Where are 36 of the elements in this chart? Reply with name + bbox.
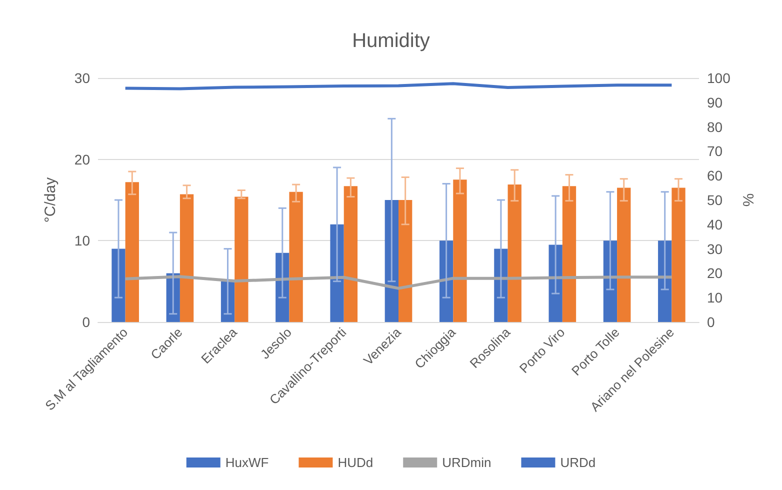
bar [453, 180, 467, 322]
y-tick-label: 10 [74, 232, 90, 249]
y2-tick-label: 20 [707, 265, 723, 282]
bar [344, 186, 358, 322]
y2-tick-label: 100 [707, 70, 731, 86]
y2-axis-title: % [740, 193, 758, 207]
y-tick-label: 30 [74, 70, 90, 86]
y2-tick-label: 30 [707, 240, 723, 257]
bar [398, 200, 412, 322]
legend-label: URDmin [442, 455, 492, 470]
y2-tick-label: 80 [707, 118, 723, 135]
line-series [124, 275, 674, 290]
y2-tick-label: 90 [707, 94, 723, 110]
y2-tick-label: 60 [707, 168, 723, 184]
bar [125, 182, 139, 322]
y-tick-label: 0 [82, 314, 90, 330]
legend-label: HUDd [338, 455, 374, 470]
bar [289, 192, 303, 322]
y-tick-label: 20 [74, 151, 90, 168]
y2-tick-label: 10 [707, 290, 723, 306]
bar [508, 184, 522, 322]
bar [112, 248, 126, 322]
bar [180, 194, 194, 322]
bar [617, 188, 631, 322]
bar [672, 188, 686, 322]
legend-label: URDd [560, 455, 596, 470]
y2-tick-label: 50 [707, 192, 723, 208]
chart-title: Humidity [352, 30, 430, 52]
y2-tick-label: 40 [707, 216, 723, 232]
bar [562, 186, 576, 322]
y2-tick-label: 70 [707, 143, 723, 160]
y-axis-title: °C/day [42, 176, 59, 223]
bar [234, 196, 248, 322]
legend-label: HuxWF [225, 455, 269, 470]
bar [330, 224, 344, 322]
y2-tick-label: 0 [707, 314, 715, 330]
